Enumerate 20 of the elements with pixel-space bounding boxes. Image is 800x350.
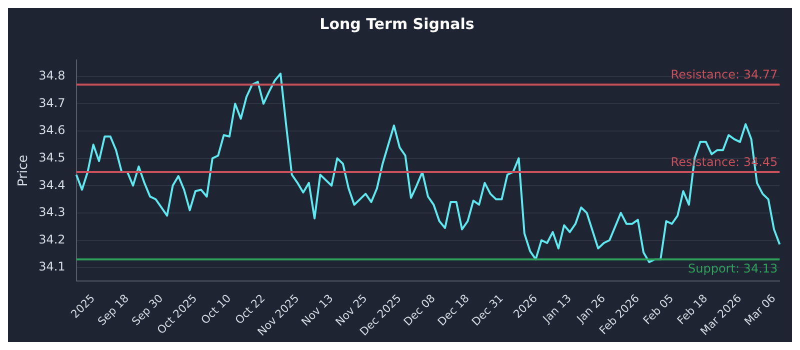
chart-title: Long Term Signals: [320, 14, 474, 33]
y-tick-label: 34.8: [38, 68, 66, 83]
ref-line-label: Resistance: 34.77: [670, 68, 778, 82]
x-tick-label: Dec 18: [435, 292, 472, 328]
y-tick-label: 34.2: [38, 232, 66, 246]
y-axis-title: Price: [16, 154, 32, 186]
ref-line-label: Support: 34.13: [688, 261, 778, 276]
x-tick-label: Jan 13: [540, 292, 574, 326]
x-tick-label: Feb 05: [640, 292, 676, 328]
x-tick-label: Oct 10: [198, 292, 234, 327]
y-tick-label: 34.5: [38, 150, 66, 164]
x-tick-label: Dec 31: [469, 292, 506, 328]
y-tick-label: 34.7: [38, 96, 66, 110]
y-tick-label: 34.4: [38, 178, 66, 192]
x-tick-label: Dec 08: [401, 292, 438, 328]
x-tick-label: Mar 06: [742, 292, 778, 328]
y-tick-label: 34.1: [38, 260, 66, 274]
y-tick-label: 34.3: [38, 205, 66, 220]
y-tick-label: 34.6: [38, 123, 66, 138]
x-tick-label: Sep 18: [95, 292, 132, 328]
